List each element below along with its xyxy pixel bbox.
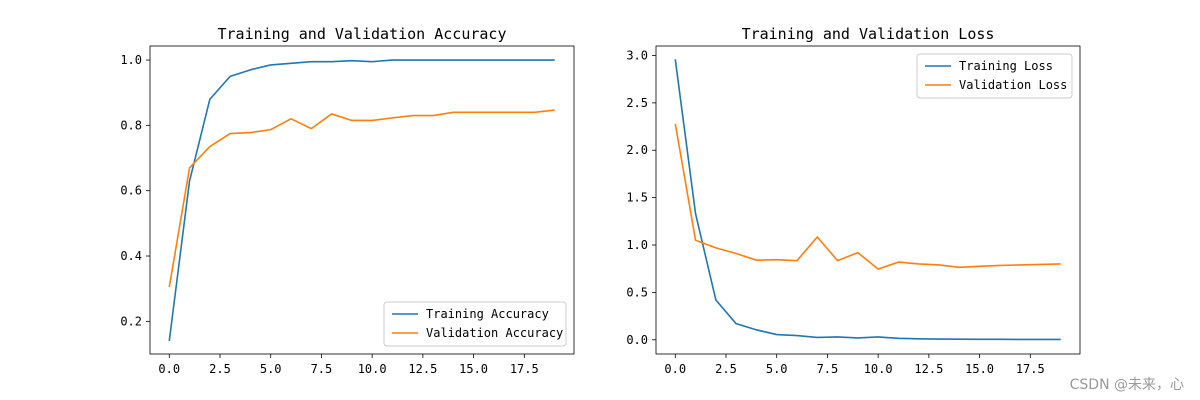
x-tick-label: 5.0 <box>260 362 282 376</box>
y-tick-label: 0.0 <box>626 333 648 347</box>
series-line-training-accuracy <box>168 59 555 342</box>
y-tick-label: 2.5 <box>626 96 648 110</box>
x-tick-label: 0.0 <box>158 362 180 376</box>
series-line-validation-accuracy <box>168 109 555 288</box>
y-tick-label: 1.0 <box>626 238 648 252</box>
legend-label: Training Accuracy <box>426 307 549 321</box>
legend: Training Loss Validation Loss <box>916 53 1073 99</box>
x-tick-label: 12.5 <box>914 362 943 376</box>
series-line-validation-loss <box>674 123 1061 270</box>
plot-frame <box>655 45 1081 355</box>
y-tick-label: 1.5 <box>626 191 648 205</box>
x-tick-label: 12.5 <box>408 362 437 376</box>
y-tick-label: 2.0 <box>626 143 648 157</box>
x-tick-label: 17.5 <box>510 362 539 376</box>
x-tick-label: 7.5 <box>817 362 839 376</box>
x-tick-label: 10.0 <box>358 362 387 376</box>
x-tick-label: 10.0 <box>864 362 893 376</box>
legend-label: Training Loss <box>959 59 1053 73</box>
chart-title: Training and Validation Loss <box>742 25 995 43</box>
plot-frame <box>149 45 575 355</box>
y-tick-label: 0.5 <box>626 285 648 299</box>
x-tick-label: 15.0 <box>459 362 488 376</box>
y-tick-label: 0.6 <box>120 184 142 198</box>
y-tick-label: 0.8 <box>120 118 142 132</box>
watermark: CSDN @未来，心 <box>1069 377 1184 393</box>
x-tick-label: 17.5 <box>1016 362 1045 376</box>
legend-box <box>383 301 567 347</box>
x-tick-label: 2.5 <box>715 362 737 376</box>
x-tick-label: 7.5 <box>311 362 333 376</box>
y-tick-label: 1.0 <box>120 53 142 67</box>
accuracy-chart: Training and Validation Accuracy 0.0 2.5 5.… <box>120 25 575 376</box>
legend-box <box>916 53 1073 99</box>
x-tick-label: 15.0 <box>965 362 994 376</box>
loss-chart: Training and Validation Loss 0.0 2.5 5.0 7.5… <box>626 25 1081 376</box>
legend-label: Validation Loss <box>959 78 1067 92</box>
y-tick-label: 0.4 <box>120 249 142 263</box>
chart-title: Training and Validation Accuracy <box>218 25 507 43</box>
legend: Training Accuracy Validation Accuracy <box>383 301 567 347</box>
y-tick-label: 3.0 <box>626 48 648 62</box>
legend-label: Validation Accuracy <box>426 326 563 340</box>
x-tick-label: 2.5 <box>209 362 231 376</box>
series-line-training-loss <box>674 59 1061 341</box>
y-tick-label: 0.2 <box>120 314 142 328</box>
x-tick-label: 5.0 <box>766 362 788 376</box>
x-tick-label: 0.0 <box>664 362 686 376</box>
